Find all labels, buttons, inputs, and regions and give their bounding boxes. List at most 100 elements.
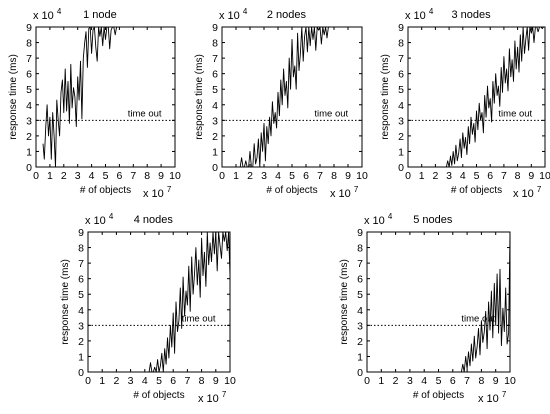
panel-title: 4 nodes: [134, 214, 174, 226]
x-tick-label: 2: [113, 375, 119, 387]
x-tick-label: 3: [128, 375, 134, 387]
x-tick-label: 7: [317, 170, 323, 182]
y-tick-label: 5: [212, 84, 218, 96]
y-multiplier: x 10 4: [405, 7, 434, 22]
x-tick-label: 1: [233, 170, 239, 182]
x-tick-label: 9: [345, 170, 351, 182]
y-tick-label: 0: [212, 162, 218, 174]
y-tick-label: 5: [398, 84, 404, 96]
x-tick-label: 7: [501, 170, 507, 182]
y-tick-label: 1: [357, 351, 363, 363]
x-tick-label: 2: [432, 170, 438, 182]
x-tick-label: 9: [213, 375, 219, 387]
y-tick-label: 0: [357, 367, 363, 379]
x-tick-label: 8: [515, 170, 521, 182]
x-axis-label: # of objects: [133, 390, 184, 401]
y-tick-label: 2: [26, 131, 32, 143]
x-tick-label: 9: [158, 170, 164, 182]
y-tick-label: 9: [78, 227, 84, 239]
x-tick-label: 0: [85, 375, 91, 387]
y-tick-label: 1: [398, 146, 404, 158]
x-tick-label: 4: [275, 170, 281, 182]
x-tick-label: 2: [61, 170, 67, 182]
x-axis-label: # of objects: [451, 185, 502, 196]
x-tick-label: 8: [199, 375, 205, 387]
y-tick-label: 3: [212, 115, 218, 127]
y-tick-label: 3: [357, 320, 363, 332]
timeout-label: time out: [498, 108, 532, 119]
y-tick-label: 6: [78, 274, 84, 286]
y-tick-label: 8: [357, 243, 363, 255]
y-tick-label: 8: [78, 243, 84, 255]
y-tick-label: 5: [357, 289, 363, 301]
y-tick-label: 7: [357, 258, 363, 270]
y-tick-label: 7: [78, 258, 84, 270]
y-tick-label: 8: [398, 38, 404, 50]
y-axis-label: response time (ms): [60, 259, 71, 345]
x-tick-label: 0: [405, 170, 411, 182]
y-tick-label: 8: [212, 38, 218, 50]
timeout-label: time out: [128, 108, 162, 119]
y-tick-label: 6: [398, 69, 404, 81]
response-time-series: [239, 26, 333, 168]
y-tick-label: 3: [78, 320, 84, 332]
x-tick-label: 10: [169, 170, 181, 182]
y-axis-label: response time (ms): [8, 54, 19, 140]
x-multiplier: x 10 7: [330, 185, 359, 200]
y-tick-label: 4: [398, 100, 404, 112]
x-multiplier: x 10 7: [198, 390, 227, 405]
x-tick-label: 7: [130, 170, 136, 182]
x-tick-label: 1: [419, 170, 425, 182]
x-tick-label: 8: [478, 375, 484, 387]
y-tick-label: 3: [26, 115, 32, 127]
x-tick-label: 10: [356, 170, 368, 182]
y-tick-label: 4: [212, 100, 218, 112]
x-tick-label: 2: [393, 375, 399, 387]
y-multiplier: x 10 4: [33, 7, 62, 22]
x-tick-label: 6: [303, 170, 309, 182]
y-tick-label: 6: [212, 69, 218, 81]
y-tick-label: 6: [357, 274, 363, 286]
x-axis-label: # of objects: [80, 185, 131, 196]
x-tick-label: 6: [116, 170, 122, 182]
x-tick-label: 8: [331, 170, 337, 182]
timeout-label: time out: [314, 108, 348, 119]
x-multiplier: x 10 7: [478, 390, 507, 405]
x-tick-label: 4: [421, 375, 427, 387]
x-tick-label: 0: [364, 375, 370, 387]
panel-title: 5 nodes: [413, 214, 453, 226]
x-tick-label: 3: [261, 170, 267, 182]
x-tick-label: 5: [436, 375, 442, 387]
x-tick-label: 10: [504, 375, 516, 387]
x-tick-label: 7: [184, 375, 190, 387]
y-axis-label: response time (ms): [339, 259, 350, 345]
plot-frame: [87, 231, 231, 373]
response-time-series: [148, 231, 231, 373]
plot-frame: [35, 26, 176, 168]
x-tick-label: 6: [450, 375, 456, 387]
x-tick-label: 1: [99, 375, 105, 387]
y-tick-label: 7: [26, 53, 32, 65]
y-tick-label: 5: [26, 84, 32, 96]
y-tick-label: 4: [357, 305, 363, 317]
timeout-label: time out: [182, 313, 216, 324]
x-tick-label: 9: [528, 170, 534, 182]
x-tick-label: 5: [103, 170, 109, 182]
response-time-series: [445, 26, 545, 168]
panel-title: 3 nodes: [451, 9, 491, 21]
x-tick-label: 5: [289, 170, 295, 182]
y-tick-label: 2: [78, 336, 84, 348]
timeout-label: time out: [461, 313, 495, 324]
x-tick-label: 5: [474, 170, 480, 182]
x-tick-label: 3: [446, 170, 452, 182]
x-tick-label: 9: [493, 375, 499, 387]
y-multiplier: x 10 4: [364, 212, 393, 227]
y-multiplier: x 10 4: [219, 7, 248, 22]
x-tick-label: 3: [75, 170, 81, 182]
y-tick-label: 2: [357, 336, 363, 348]
